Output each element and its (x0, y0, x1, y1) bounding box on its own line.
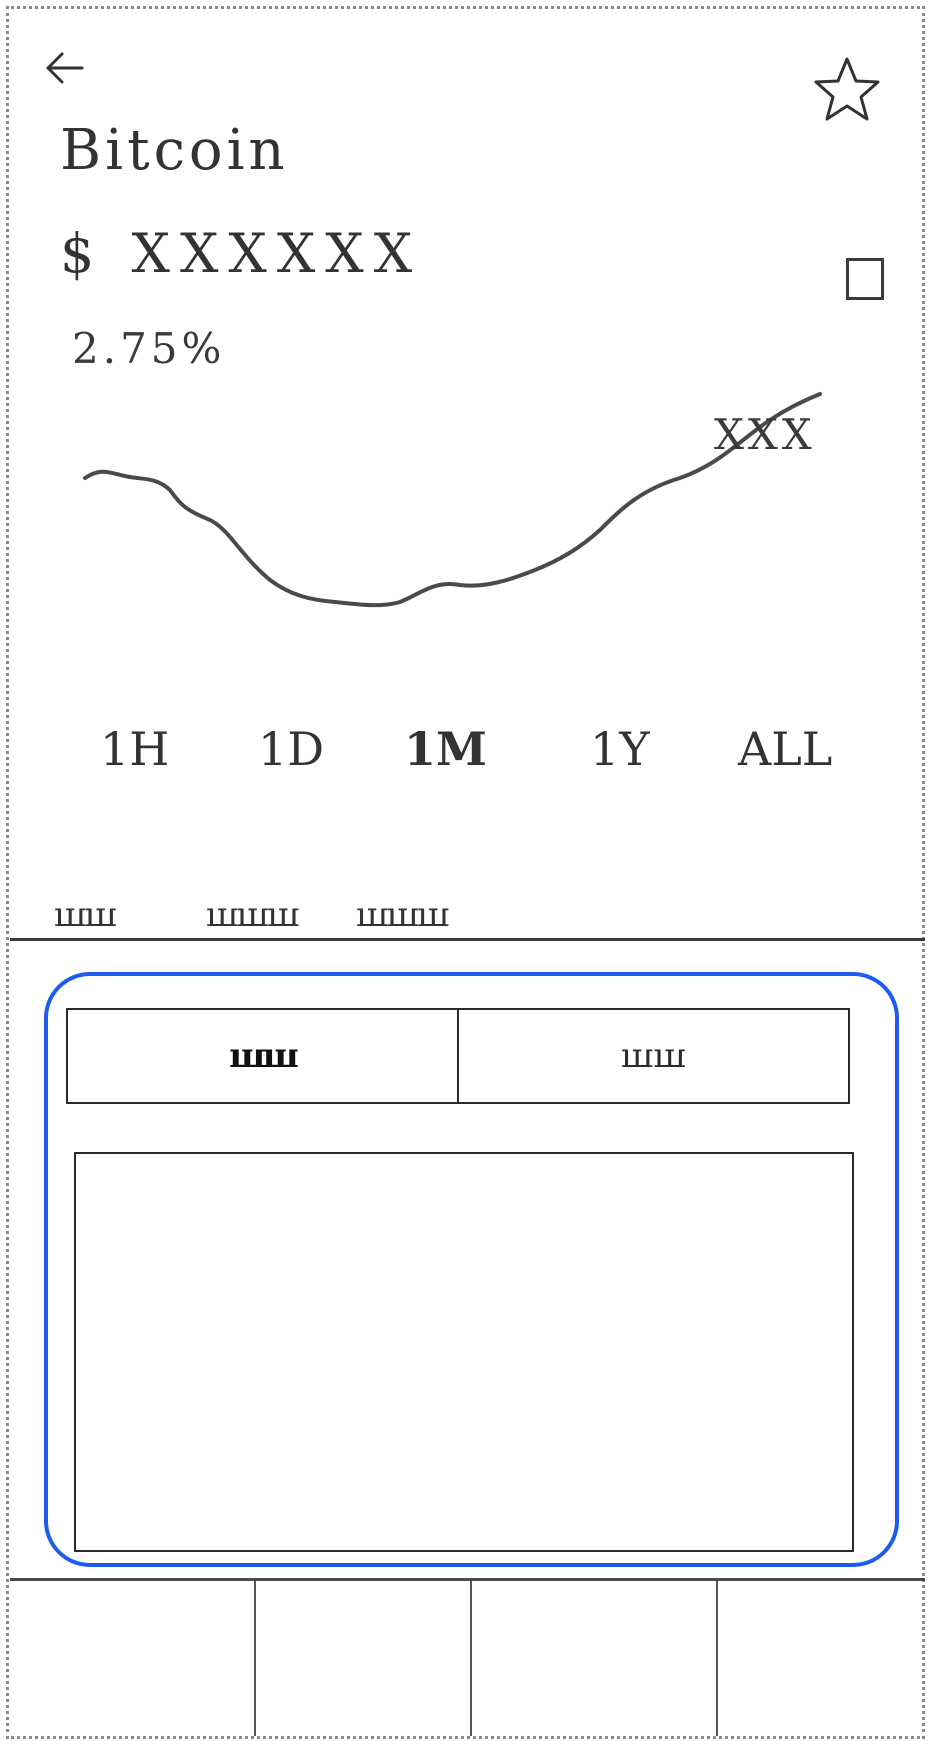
coin-price: $ XXXXXX (60, 222, 423, 285)
segmented-control: ꟺꟺ ꟺꟺ (66, 1008, 850, 1104)
nav-item-4[interactable] (716, 1581, 925, 1736)
nav-item-2[interactable] (254, 1581, 470, 1736)
phone-frame (6, 6, 925, 1739)
range-all[interactable]: ALL (738, 722, 833, 776)
coin-title: Bitcoin (60, 118, 289, 183)
back-button[interactable] (42, 48, 92, 88)
nav-item-3[interactable] (470, 1581, 716, 1736)
content-panel (74, 1152, 854, 1552)
square-icon[interactable] (846, 258, 884, 300)
tab-3[interactable]: ꟺꟺꟺ (356, 895, 450, 935)
tab-2[interactable]: ꟺꟺꟺ (206, 895, 300, 935)
bottom-nav (10, 1578, 925, 1736)
chart-label: XXX (714, 410, 816, 459)
price-change: 2.75% (72, 324, 226, 373)
range-1d[interactable]: 1D (258, 722, 325, 776)
tab-1[interactable]: ꟺꟺ (54, 895, 117, 935)
favorite-button[interactable] (812, 55, 882, 125)
price-chart (83, 392, 822, 608)
range-1m[interactable]: 1M (404, 722, 487, 776)
segment-2[interactable]: ꟺꟺ (457, 1010, 848, 1102)
range-1y[interactable]: 1Y (590, 722, 650, 776)
price-line (83, 392, 822, 608)
section-divider (10, 938, 925, 941)
segment-1[interactable]: ꟺꟺ (229, 1036, 299, 1076)
star-icon (814, 57, 880, 121)
range-1h[interactable]: 1H (100, 722, 170, 776)
highlighted-panel (44, 972, 899, 1567)
nav-item-1[interactable] (10, 1581, 254, 1736)
arrow-left-icon (46, 52, 84, 84)
tabs-row: ꟺꟺ ꟺꟺꟺ ꟺꟺꟺ (50, 895, 470, 935)
